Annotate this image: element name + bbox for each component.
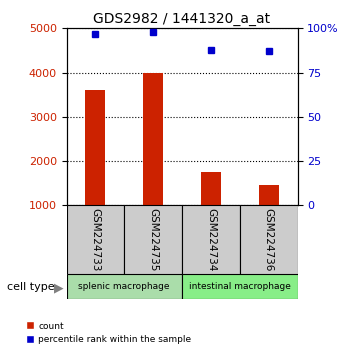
- Bar: [66, 274, 182, 299]
- Text: ▶: ▶: [54, 281, 64, 294]
- Legend: count, percentile rank within the sample: count, percentile rank within the sample: [22, 318, 195, 348]
- Bar: [66, 205, 124, 274]
- Bar: [240, 205, 298, 274]
- Bar: [124, 205, 182, 274]
- Text: GSM224733: GSM224733: [90, 208, 100, 272]
- Text: splenic macrophage: splenic macrophage: [78, 282, 170, 291]
- Text: GSM224735: GSM224735: [148, 208, 158, 272]
- Text: intestinal macrophage: intestinal macrophage: [189, 282, 291, 291]
- Text: GSM224736: GSM224736: [264, 208, 274, 272]
- Bar: [259, 185, 279, 205]
- Bar: [201, 172, 221, 205]
- Text: cell type: cell type: [7, 282, 55, 292]
- Title: GDS2982 / 1441320_a_at: GDS2982 / 1441320_a_at: [93, 12, 271, 26]
- Bar: [143, 73, 163, 205]
- Bar: [182, 205, 240, 274]
- Text: GSM224734: GSM224734: [206, 208, 216, 272]
- Bar: [85, 90, 105, 205]
- Bar: [182, 274, 298, 299]
